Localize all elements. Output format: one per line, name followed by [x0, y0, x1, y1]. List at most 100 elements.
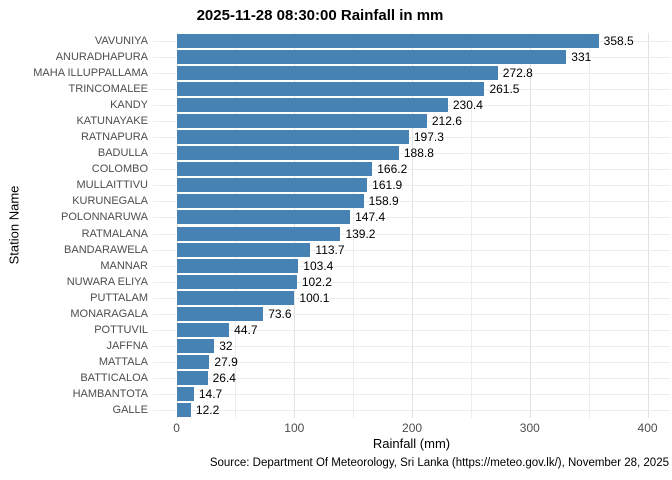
bar-value-label: 73.6	[268, 306, 292, 321]
bar-value-label: 100.1	[299, 290, 330, 305]
bar-value-label: 212.6	[431, 114, 462, 129]
bar-value-label: 272.8	[502, 66, 533, 81]
bar-value-label: 139.2	[345, 226, 376, 241]
y-gridline	[153, 153, 670, 155]
y-gridline	[153, 393, 670, 395]
plot-panel: 358.5 331 272.8 261.5 230.4 212.6 197.3 188.8 16…	[153, 33, 670, 418]
y-gridline	[153, 329, 670, 331]
bar	[176, 354, 210, 369]
bar-value-label: 166.2	[377, 162, 408, 177]
y-tick-label: MANNAR	[100, 259, 148, 272]
x-minor-gridline	[235, 33, 237, 418]
y-axis-tick-labels: VAVUNIYA ANURADHAPURA MAHA ILLUPPALLAMA TRI…	[0, 0, 148, 480]
x-major-gridline	[647, 33, 649, 418]
bar	[176, 210, 351, 225]
bar-value-label: 358.5	[603, 34, 634, 48]
x-major-gridline	[529, 33, 531, 418]
bar-value-label: 197.3	[413, 130, 444, 145]
bar	[176, 66, 498, 81]
bar	[176, 402, 191, 417]
y-tick-label: ANURADHAPURA	[55, 51, 148, 64]
bar-value-label: 158.9	[368, 194, 399, 209]
y-gridline	[153, 137, 670, 139]
x-tick-label: 0	[173, 421, 180, 435]
chart-title: 2025-11-28 08:30:00 Rainfall in mm	[196, 7, 444, 24]
bar	[176, 34, 599, 49]
x-major-gridline	[412, 33, 414, 418]
x-major-gridline	[176, 33, 178, 418]
bar	[176, 242, 311, 257]
x-minor-gridline	[470, 33, 472, 418]
bar	[176, 130, 409, 145]
bar	[176, 194, 364, 209]
bar	[176, 98, 448, 113]
y-gridline	[153, 217, 670, 219]
bar	[176, 386, 194, 401]
y-tick-label: POLONNARUWA	[61, 211, 148, 224]
bar	[176, 258, 299, 273]
bar-value-label: 44.7	[234, 322, 258, 337]
y-gridline	[153, 169, 670, 171]
bar	[176, 370, 208, 385]
bar	[176, 146, 399, 161]
bar-value-label: 331	[571, 50, 592, 65]
y-gridline	[153, 249, 670, 251]
bar-value-label: 230.4	[452, 98, 483, 113]
source-caption: Source: Department Of Meteorology, Sri L…	[209, 457, 669, 469]
x-minor-gridline	[588, 33, 590, 418]
y-gridline	[153, 281, 670, 283]
y-gridline	[153, 297, 670, 299]
y-tick-label: TRINCOMALEE	[68, 83, 148, 96]
bar	[176, 178, 368, 193]
y-gridline	[153, 345, 670, 347]
y-tick-label: NUWARA ELIYA	[66, 275, 148, 288]
y-tick-label: GALLE	[112, 403, 148, 416]
x-tick-label: 200	[402, 421, 423, 435]
bar-value-label: 26.4	[212, 370, 236, 385]
bar-value-label: 147.4	[355, 210, 386, 225]
bar-value-label: 113.7	[315, 242, 345, 257]
y-tick-label: MONARAGALA	[70, 307, 148, 320]
bar	[176, 274, 297, 289]
bar	[176, 226, 341, 241]
y-tick-label: MULLAITTIVU	[76, 179, 148, 192]
y-gridline	[153, 185, 670, 187]
y-tick-label: JAFFNA	[106, 339, 148, 352]
y-gridline	[153, 409, 670, 411]
y-tick-label: KURUNEGALA	[72, 195, 148, 208]
bar	[176, 162, 373, 177]
y-tick-label: RATMALANA	[81, 227, 148, 240]
y-tick-label: POTTUVIL	[94, 323, 148, 336]
y-tick-label: VAVUNIYA	[94, 35, 148, 47]
y-tick-label: BADULLA	[97, 147, 148, 160]
bar-value-label: 12.2	[195, 402, 220, 417]
x-major-gridline	[294, 33, 296, 418]
y-tick-label: KATUNAYAKE	[76, 115, 148, 128]
bar	[176, 82, 485, 97]
y-tick-label: MATTALA	[98, 355, 148, 368]
bar-value-label: 103.4	[303, 258, 334, 273]
y-tick-label: PUTTALAM	[90, 291, 148, 304]
x-axis-title: Rainfall (mm)	[372, 436, 451, 451]
bar-value-label: 27.9	[214, 354, 238, 369]
x-tick-label: 300	[519, 421, 540, 435]
bar-value-label: 14.7	[198, 386, 223, 401]
y-tick-label: BANDARAWELA	[64, 243, 148, 256]
y-tick-label: COLOMBO	[91, 163, 148, 176]
y-tick-label: RATNAPURA	[80, 131, 148, 144]
y-tick-label: KANDY	[110, 99, 148, 112]
bar	[176, 338, 215, 353]
bar	[176, 306, 264, 321]
bar	[176, 114, 427, 129]
x-tick-label: 100	[284, 421, 305, 435]
y-gridline	[153, 361, 670, 363]
bar-value-label: 261.5	[489, 82, 520, 97]
y-gridline	[153, 233, 670, 235]
x-tick-label: 400	[637, 421, 658, 435]
y-gridline	[153, 377, 670, 379]
y-tick-label: MAHA ILLUPPALLAMA	[33, 67, 148, 80]
y-tick-label: BATTICALOA	[80, 371, 148, 384]
bar-value-label: 32	[219, 338, 233, 353]
bar-value-label: 102.2	[301, 274, 332, 289]
